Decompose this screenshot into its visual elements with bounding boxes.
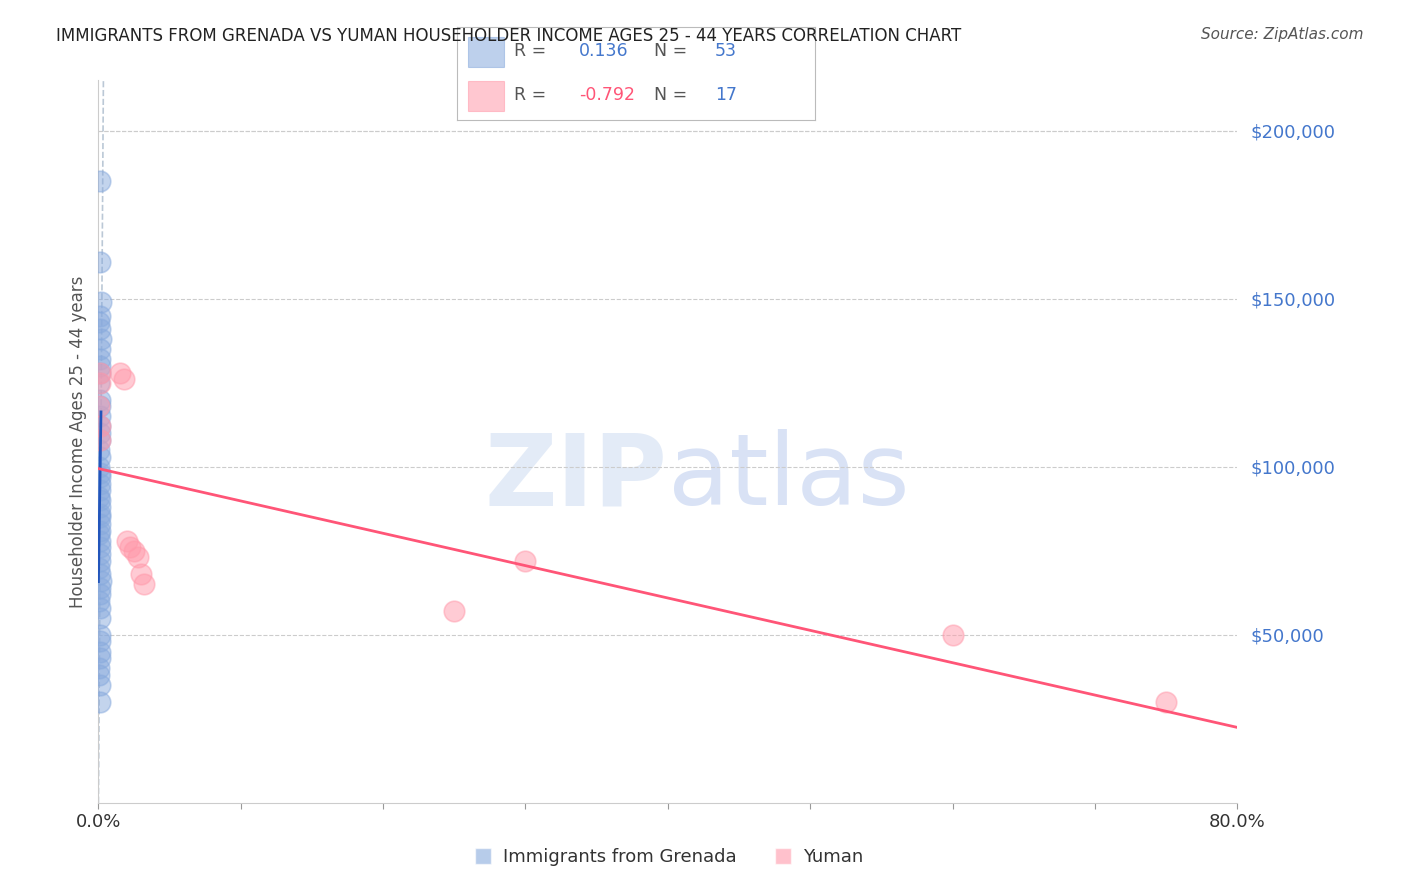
Legend: Immigrants from Grenada, Yuman: Immigrants from Grenada, Yuman (465, 841, 870, 873)
Point (89, 500, 111, 514)
Text: R =: R = (515, 42, 553, 60)
Point (89, 467, 111, 481)
Point (89, 476, 111, 491)
Point (89, 587, 111, 601)
Point (89, 678, 111, 692)
Point (89, 442, 111, 457)
Point (89, 527, 111, 541)
Point (132, 577, 155, 591)
Point (89, 366, 111, 380)
Point (89, 309, 111, 323)
Point (89, 399, 111, 413)
Point (127, 550, 149, 565)
Point (89, 541, 111, 555)
Point (89, 254, 111, 268)
Point (89, 493, 111, 508)
Point (89, 419, 111, 434)
Point (89, 433, 111, 447)
Point (89, 450, 111, 464)
Point (89, 510, 111, 524)
Text: R =: R = (515, 87, 553, 104)
Text: 0.136: 0.136 (579, 42, 628, 60)
Point (89, 661, 111, 675)
Point (115, 533, 138, 548)
Point (129, 567, 152, 582)
Text: -0.792: -0.792 (579, 87, 636, 104)
Point (89, 581, 111, 595)
Text: N =: N = (654, 42, 693, 60)
Point (1154, 695, 1177, 709)
Point (89, 634, 111, 648)
Point (89, 366, 111, 380)
Point (118, 541, 141, 555)
Point (89, 554, 111, 568)
Point (108, 366, 131, 380)
Point (90, 332, 112, 346)
Point (89, 352, 111, 367)
Point (89, 483, 111, 498)
Point (89, 547, 111, 561)
Point (90, 574, 112, 588)
Point (89, 376, 111, 390)
Point (89, 533, 111, 548)
Point (89, 342, 111, 356)
Point (89, 470, 111, 484)
Point (89, 376, 111, 390)
Point (942, 628, 965, 642)
Point (89, 174, 111, 188)
Point (89, 695, 111, 709)
Point (89, 490, 111, 504)
Point (443, 604, 465, 618)
Point (89, 409, 111, 424)
Point (89, 315, 111, 329)
Bar (468, 81, 503, 111)
Y-axis label: Householder Income Ages 25 - 44 years: Householder Income Ages 25 - 44 years (69, 276, 87, 607)
Point (89, 399, 111, 413)
Point (122, 543, 145, 558)
Point (89, 322, 111, 336)
Text: ZIP: ZIP (485, 429, 668, 526)
Text: atlas: atlas (668, 429, 910, 526)
Point (89, 359, 111, 373)
Text: N =: N = (654, 87, 693, 104)
Text: IMMIGRANTS FROM GRENADA VS YUMAN HOUSEHOLDER INCOME AGES 25 - 44 YEARS CORRELATI: IMMIGRANTS FROM GRENADA VS YUMAN HOUSEHO… (56, 27, 962, 45)
Point (89, 516, 111, 531)
Point (89, 611, 111, 625)
Point (89, 594, 111, 608)
Point (89, 567, 111, 582)
Text: 17: 17 (716, 87, 737, 104)
Point (89, 433, 111, 447)
Text: 53: 53 (716, 42, 737, 60)
Point (89, 668, 111, 682)
Point (89, 419, 111, 434)
Point (90, 295, 112, 310)
Point (89, 600, 111, 615)
Point (89, 628, 111, 642)
Point (515, 554, 537, 568)
Point (89, 459, 111, 474)
Bar (468, 37, 503, 67)
Point (89, 426, 111, 441)
Point (89, 392, 111, 407)
Point (112, 372, 135, 386)
Point (89, 524, 111, 538)
Point (89, 651, 111, 665)
Text: Source: ZipAtlas.com: Source: ZipAtlas.com (1201, 27, 1364, 42)
Point (89, 644, 111, 658)
Point (89, 507, 111, 521)
Point (89, 560, 111, 574)
